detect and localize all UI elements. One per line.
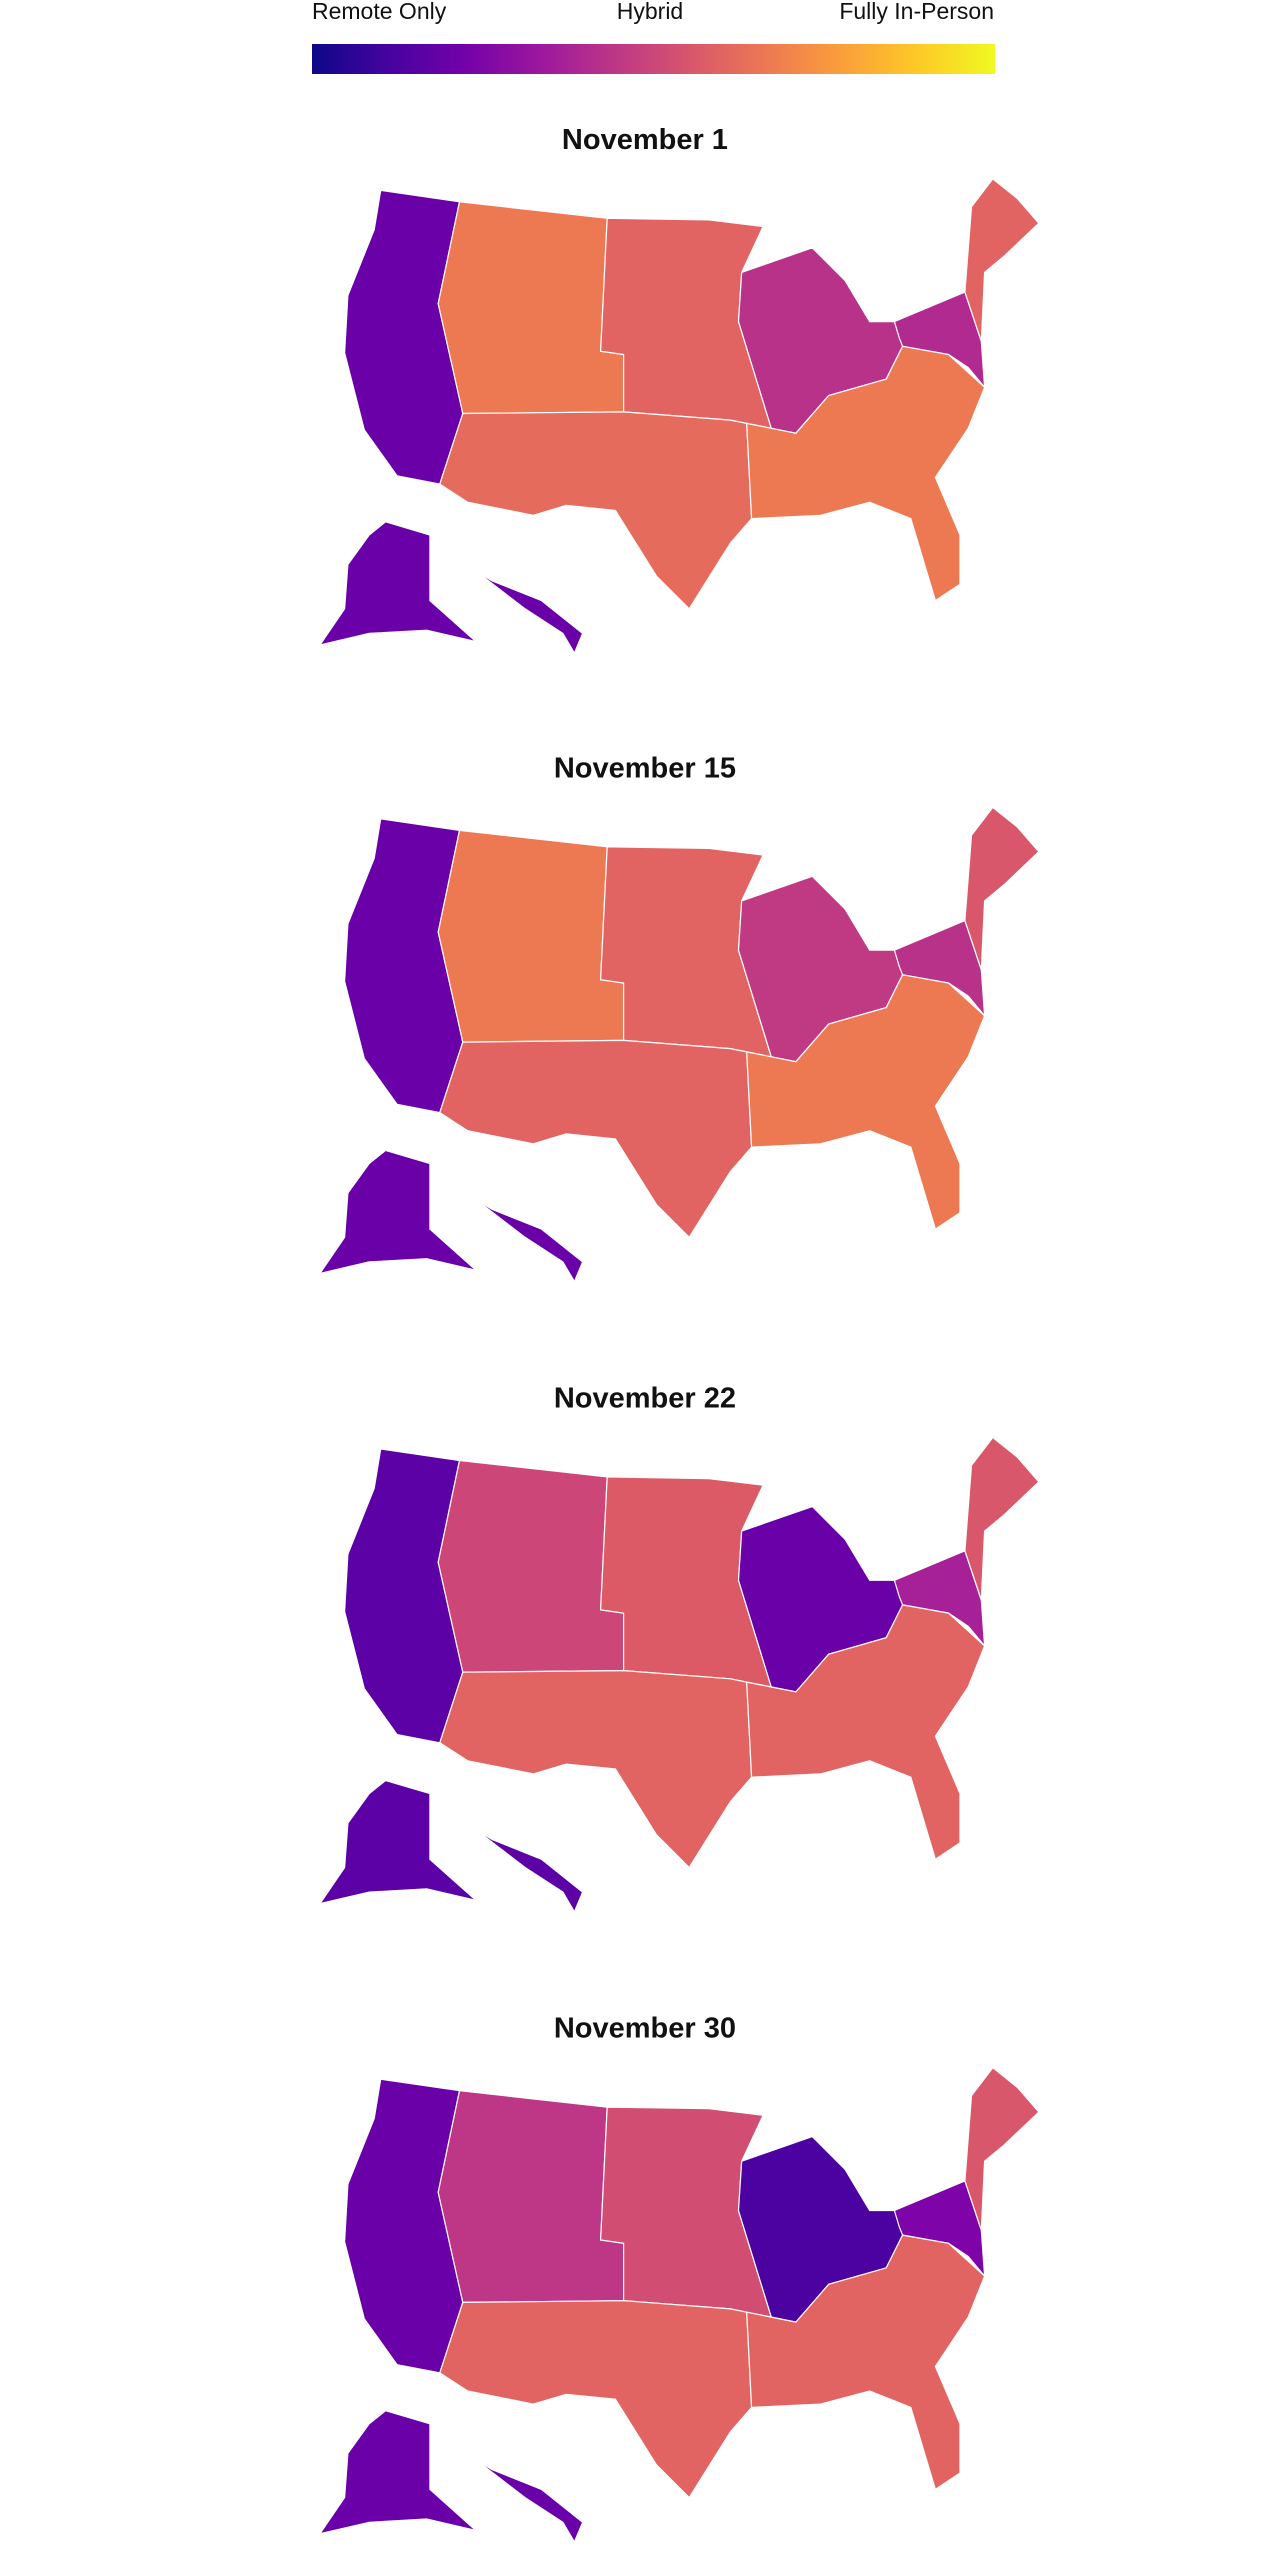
region (475, 1829, 584, 1914)
region (964, 2066, 1040, 2231)
region (964, 1436, 1040, 1601)
region (437, 2090, 625, 2304)
region (439, 411, 753, 610)
legend-label: Remote Only (312, 0, 447, 24)
region (343, 1448, 464, 1744)
colorbar (312, 44, 995, 74)
region (437, 201, 625, 415)
region (746, 974, 986, 1231)
region (746, 2234, 986, 2491)
map-title: November 1 (562, 124, 728, 156)
region (964, 178, 1040, 342)
map-title: November 30 (554, 2013, 736, 2045)
map: November 22 (318, 1382, 1040, 1914)
region (746, 1604, 986, 1861)
region (318, 1149, 477, 1275)
region (439, 2300, 753, 2499)
region (439, 1669, 753, 1869)
region (964, 806, 1040, 970)
map: November 30 (318, 2013, 1040, 2544)
region (318, 2410, 477, 2535)
legend-label: Fully In-Person (839, 0, 994, 24)
map: November 15 (318, 752, 1040, 1283)
map: November 1 (318, 124, 1040, 655)
region (437, 829, 625, 1043)
map-title: November 15 (554, 752, 736, 784)
map-title: November 22 (554, 1382, 736, 1414)
region (437, 1459, 625, 1673)
legend-label: Hybrid (617, 0, 683, 24)
region (439, 1039, 753, 1239)
region (475, 2459, 584, 2544)
region (318, 1779, 477, 1905)
region (343, 189, 464, 485)
region (343, 2078, 464, 2374)
region (343, 818, 464, 1114)
region (746, 345, 986, 602)
region (475, 570, 584, 655)
region (318, 521, 477, 646)
region (475, 1199, 584, 1283)
